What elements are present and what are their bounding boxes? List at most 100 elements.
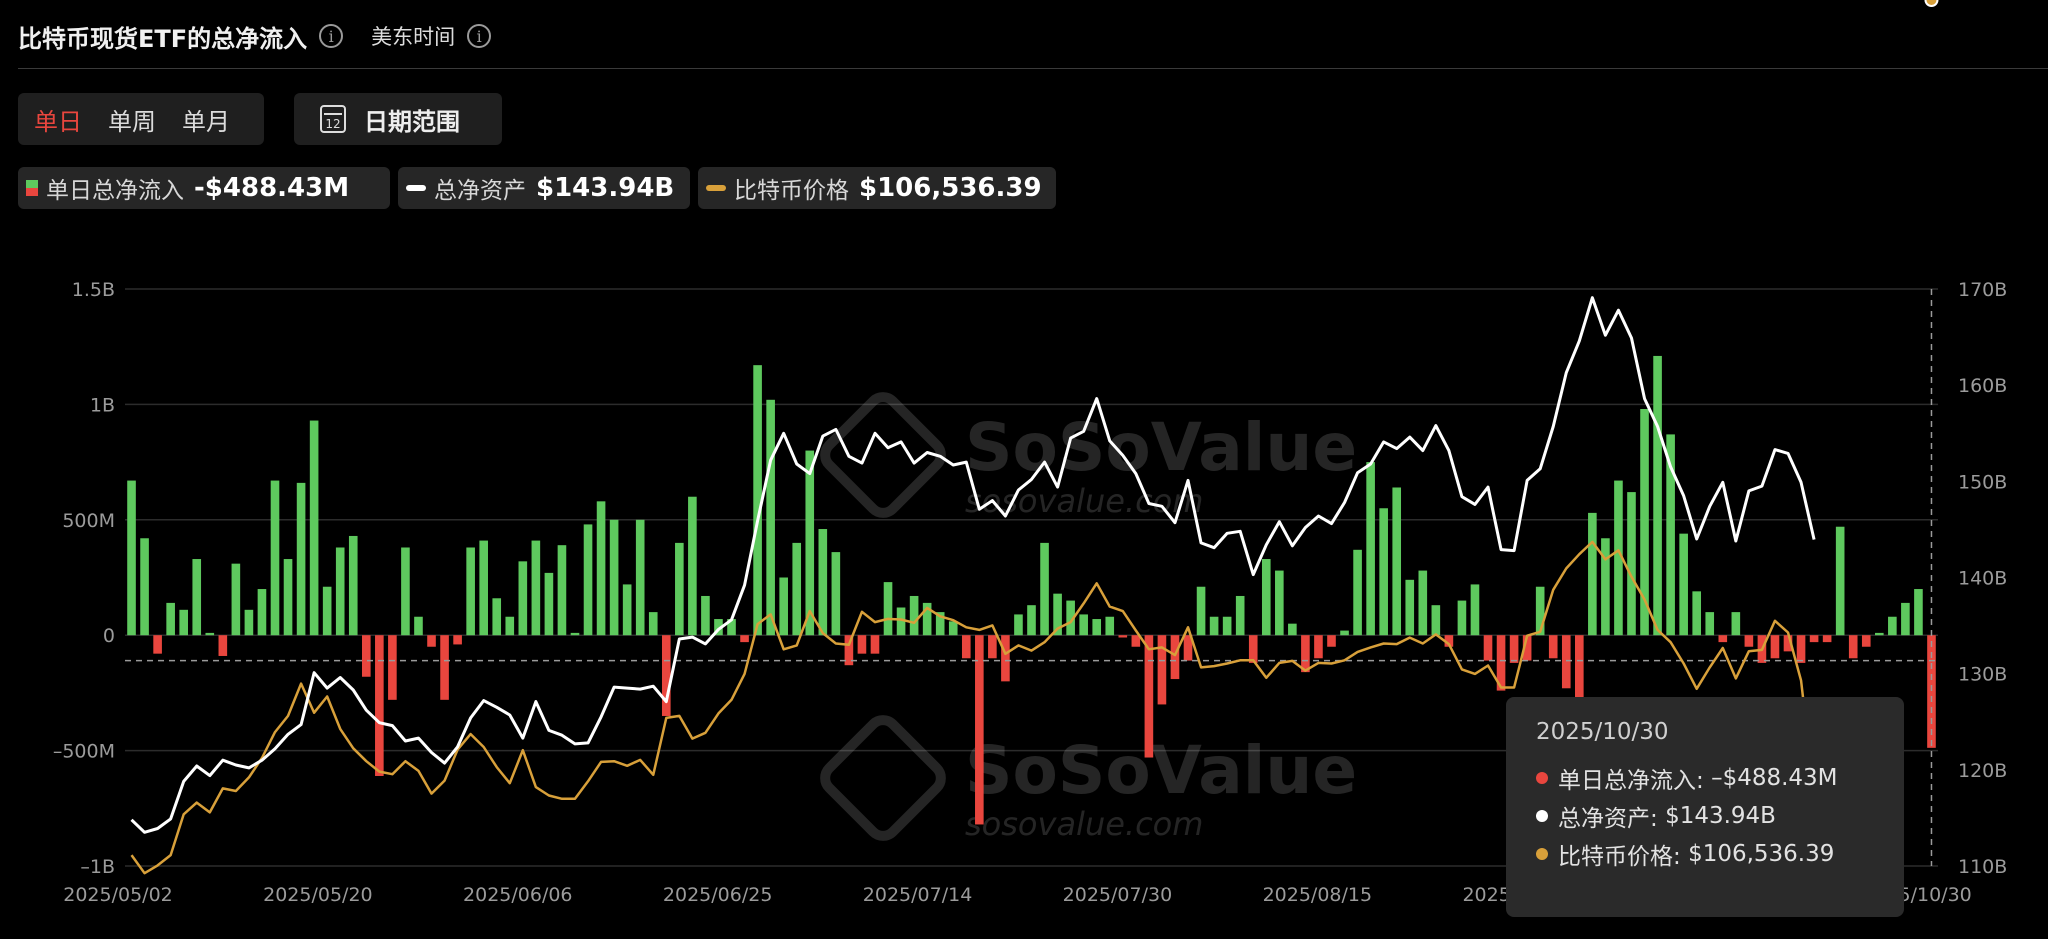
inflow-bar xyxy=(1470,584,1480,636)
inflow-bar xyxy=(1914,589,1923,636)
inflow-bar xyxy=(896,607,906,636)
inflow-bar xyxy=(922,602,932,636)
inflow-bar xyxy=(831,552,841,636)
btc-price-line xyxy=(130,540,1816,875)
timezone-info-icon[interactable]: i xyxy=(467,24,492,48)
inflow-bar xyxy=(1079,614,1088,636)
inflow-bar xyxy=(518,561,528,636)
x-tick: 2025/07/14 xyxy=(863,884,973,906)
inflow-bar xyxy=(1796,635,1806,663)
watermark-brand: SoSoValue xyxy=(965,732,1357,809)
title-info-icon[interactable]: i xyxy=(319,24,344,48)
page-title: 比特币现货ETF的总净流入 xyxy=(18,24,308,53)
inflow-bar xyxy=(1105,616,1115,636)
inflow-bar xyxy=(231,563,241,636)
inflow-bar xyxy=(1027,605,1036,636)
inflow-bar xyxy=(609,519,619,636)
inflow-bar xyxy=(1261,559,1271,636)
inflow-bar xyxy=(1366,462,1375,636)
inflow-bars xyxy=(127,355,1936,825)
inflow-bar xyxy=(1340,630,1349,636)
inflow-bar xyxy=(844,635,854,666)
legend-total-assets[interactable]: 总净资产 $143.94B xyxy=(398,167,690,209)
inflow-bar xyxy=(648,612,658,636)
chart-tooltip: 2025/10/30 单日总净流入: –$488.43M 总净资产: $143.… xyxy=(1506,697,1904,917)
inflow-bar xyxy=(244,609,254,636)
inflow-bar xyxy=(153,635,162,654)
inflow-bar xyxy=(257,589,267,636)
inflow-bar xyxy=(870,635,880,654)
inflow-bar xyxy=(1092,619,1102,636)
x-tick: 2025/05/20 xyxy=(263,884,373,906)
inflow-bar xyxy=(1275,570,1284,636)
inflow-bar xyxy=(1809,635,1819,643)
inflow-bar xyxy=(570,632,580,636)
tooltip-row-price: 比特币价格: $106,536.39 xyxy=(1536,835,1874,873)
inflow-bar xyxy=(127,480,136,636)
inflow-bar xyxy=(1144,635,1154,758)
inflow-bar xyxy=(1705,612,1715,636)
tab-monthly[interactable]: 单月 xyxy=(182,107,230,136)
inflow-bar xyxy=(309,420,319,636)
inflow-bar xyxy=(531,540,541,636)
y-left-tick: 0 xyxy=(103,625,115,647)
calendar-icon: 12 xyxy=(320,105,346,133)
inflow-bar xyxy=(1353,549,1362,636)
inflow-bar xyxy=(1209,616,1219,636)
tab-daily[interactable]: 单日 xyxy=(34,107,82,136)
inflow-bar xyxy=(1222,616,1232,636)
watermark-brand: SoSoValue xyxy=(965,409,1357,486)
inflow-bar xyxy=(661,635,671,716)
inflow-bar xyxy=(1927,635,1936,748)
inflow-bar xyxy=(1783,635,1793,652)
inflow-bar xyxy=(1327,635,1336,647)
inflow-bar xyxy=(218,635,228,656)
tooltip-date: 2025/10/30 xyxy=(1536,719,1669,745)
inflow-bar xyxy=(1131,635,1141,647)
tooltip-value: $143.94B xyxy=(1665,803,1776,829)
inflow-bar xyxy=(675,542,684,636)
inflow-bar xyxy=(1588,512,1597,636)
inflow-bar xyxy=(909,595,919,636)
inflow-bar xyxy=(792,542,802,636)
tooltip-value: –$488.43M xyxy=(1711,765,1838,791)
y-right-tick: 160B xyxy=(1958,375,2007,397)
x-tick: 2025/06/25 xyxy=(663,884,773,906)
period-selector: 单日 单周 单月 xyxy=(18,93,264,145)
inflow-bar xyxy=(1731,612,1741,636)
inflow-bar xyxy=(1601,538,1610,636)
tooltip-row-assets: 总净资产: $143.94B xyxy=(1536,797,1874,835)
tooltip-value: $106,536.39 xyxy=(1688,841,1835,867)
inflow-bar xyxy=(727,619,736,636)
inflow-bar xyxy=(296,482,306,636)
tooltip-label: 单日总净流入: xyxy=(1558,768,1704,794)
tab-weekly[interactable]: 单周 xyxy=(108,107,156,136)
inflow-bar xyxy=(348,535,358,636)
inflow-bar xyxy=(688,496,697,636)
inflow-bar xyxy=(857,635,867,654)
legend-btc-price[interactable]: 比特币价格 $106,536.39 xyxy=(698,167,1056,209)
inflow-bar xyxy=(1301,635,1310,673)
inflow-bar xyxy=(1053,593,1062,636)
inflow-bar xyxy=(453,635,462,645)
inflow-bar xyxy=(505,616,515,636)
inflow-bar xyxy=(1666,434,1675,636)
inflow-bar xyxy=(1835,526,1845,636)
title-row: 比特币现货ETF的总净流入 i 美东时间 i xyxy=(18,18,492,54)
y-left-tick: –1B xyxy=(80,856,115,878)
inflow-bar xyxy=(701,595,710,636)
inflow-bar xyxy=(883,582,893,636)
line-swatch-icon xyxy=(406,185,426,191)
inflow-bar xyxy=(714,619,723,636)
legend-daily-inflow[interactable]: 单日总净流入 -$488.43M xyxy=(18,167,390,209)
inflow-bar xyxy=(1861,635,1871,647)
inflow-bar xyxy=(1457,600,1467,636)
inflow-bar xyxy=(1118,635,1128,638)
date-range-button[interactable]: 12 日期范围 xyxy=(294,93,502,145)
inflow-bar xyxy=(961,635,971,659)
inflow-bar xyxy=(1496,635,1506,691)
inflow-bar xyxy=(596,501,606,636)
inflow-bar xyxy=(988,635,997,659)
inflow-bar xyxy=(766,399,775,636)
